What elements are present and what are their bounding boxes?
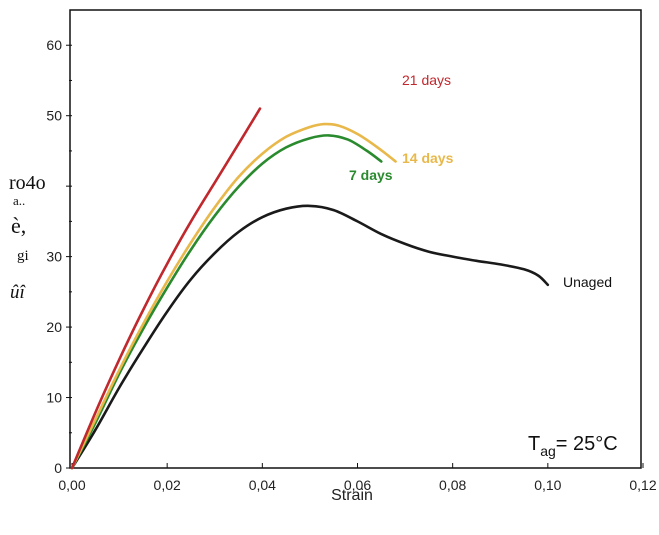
x-tick-label: 0,00 <box>58 477 85 493</box>
series-layer <box>70 107 550 470</box>
plot-frame <box>69 9 642 469</box>
series-label-unaged: Unaged <box>563 274 612 290</box>
series-labels: 21 days 14 days 7 days Unaged <box>349 72 612 290</box>
y-tick-label: 50 <box>46 108 62 124</box>
y-tick-label: 10 <box>46 390 62 406</box>
y-label-fragment-2: a.. <box>13 193 25 208</box>
series-line-unaged <box>70 204 550 470</box>
y-tick-label: 30 <box>46 249 62 265</box>
series-line-7-days <box>70 134 383 470</box>
x-tick-label: 0,12 <box>629 477 656 493</box>
x-axis-ticks: 0,00 0,02 0,04 0,06 0,08 0,10 0,12 <box>58 463 657 493</box>
x-tick-label: 0,04 <box>249 477 276 493</box>
x-tick-label: 0,06 <box>344 477 371 493</box>
aging-temperature-annotation: Tag= 25°C <box>528 433 618 459</box>
y-axis-ticks: 0 10 20 30 50 60 <box>46 37 72 476</box>
series-line-21-days <box>70 107 262 470</box>
y-label-fragment-1: ro4o <box>9 172 46 194</box>
series-label-21-days: 21 days <box>402 72 451 88</box>
y-tick-label: 60 <box>46 37 62 53</box>
x-tick-label: 0,08 <box>439 477 466 493</box>
series-label-7-days: 7 days <box>349 167 393 183</box>
y-label-fragment-3: è, <box>11 213 26 238</box>
series-line-14-days <box>70 122 397 470</box>
x-tick-label: 0,02 <box>154 477 181 493</box>
x-tick-label: 0,10 <box>534 477 561 493</box>
x-axis-title: Strain <box>331 487 373 504</box>
y-tick-label: 0 <box>54 460 62 476</box>
y-label-fragment-4: gi <box>17 248 29 264</box>
y-axis-title-fragments: ro4o a.. è, gi ûî <box>9 172 46 303</box>
y-tick-label: 20 <box>46 319 62 335</box>
series-label-14-days: 14 days <box>402 150 454 166</box>
y-label-fragment-5: ûî <box>10 282 27 303</box>
